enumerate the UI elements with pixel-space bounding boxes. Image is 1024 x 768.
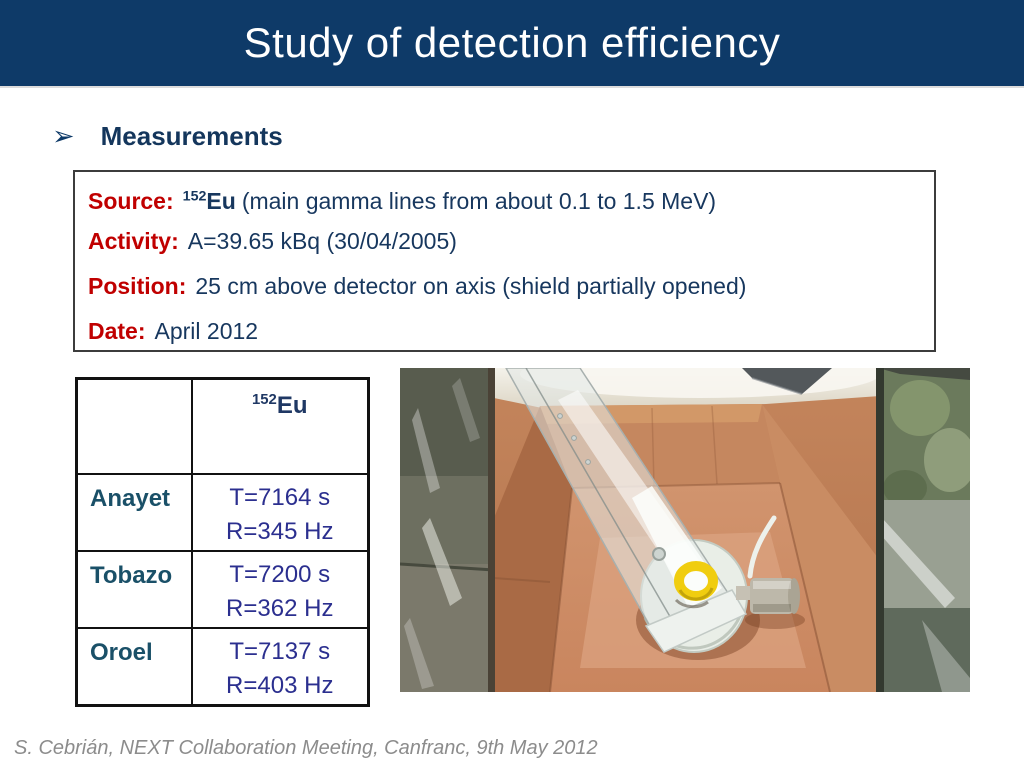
measurements-bullet-row: ➢ Measurements — [52, 116, 283, 156]
activity-label: Activity: — [88, 228, 179, 254]
copper-left-wall — [494, 406, 572, 692]
detector-values: T=7200 s R=362 Hz — [190, 549, 370, 629]
flange-hole — [652, 547, 666, 561]
white-cable — [747, 515, 777, 579]
measurements-table: 152Eu Anayet T=7164 s R=345 Hz Tobazo T=… — [75, 377, 370, 707]
shield-lid — [742, 368, 832, 394]
table-row-tobazo: Tobazo T=7200 s R=362 Hz — [75, 549, 370, 629]
info-line-position: Position: 25 cm above detector on axis (s… — [88, 264, 934, 309]
isotope-symbol: Eu — [206, 187, 236, 214]
detector-name: Anayet — [75, 472, 193, 552]
footer-credit: S. Cebrián, NEXT Collaboration Meeting, … — [14, 737, 598, 759]
slide-title-bar: Study of detection efficiency — [0, 0, 1024, 88]
lead-bricks-left — [400, 368, 495, 692]
info-line-source: Source: 152Eu (main gamma lines from about… — [88, 174, 934, 219]
isotope-mass: 152 — [182, 188, 207, 204]
date-label: Date: — [88, 318, 146, 344]
time-value: T=7164 s — [229, 483, 331, 511]
date-text: April 2012 — [154, 318, 259, 344]
measurement-info-box: Source: 152Eu (main gamma lines from about… — [73, 170, 936, 352]
detector-values: T=7164 s R=345 Hz — [190, 472, 370, 552]
source-text: (main gamma lines from about 0.1 to 1.5 … — [241, 187, 717, 214]
table-header-row: 152Eu — [75, 377, 370, 475]
position-text: 25 cm above detector on axis (shield par… — [195, 273, 747, 299]
arrow-bullet-icon: ➢ — [52, 120, 75, 151]
detector-name: Tobazo — [75, 549, 193, 629]
rate-value: R=345 Hz — [226, 517, 334, 545]
source-label: Source: — [88, 187, 174, 214]
rate-value: R=403 Hz — [226, 671, 334, 699]
info-line-date: Date: April 2012 — [88, 309, 934, 354]
rate-value: R=362 Hz — [226, 594, 334, 622]
table-row-oroel: Oroel T=7137 s R=403 Hz — [75, 626, 370, 706]
time-value: T=7137 s — [229, 637, 331, 665]
table-isotope-symbol: Eu — [276, 392, 308, 419]
source-holder-cylinder — [736, 578, 805, 629]
activity-text: A=39.65 kBq (30/04/2005) — [187, 228, 457, 254]
position-label: Position: — [88, 273, 187, 299]
time-value: T=7200 s — [229, 560, 331, 588]
table-isotope-mass: 152 — [252, 392, 277, 408]
acrylic-tube — [505, 368, 748, 653]
copper-right-wall — [762, 404, 878, 692]
experiment-photo — [400, 368, 970, 692]
info-line-activity: Activity: A=39.65 kBq (30/04/2005) — [88, 219, 934, 264]
table-header-empty-cell — [75, 377, 193, 475]
detector-name: Oroel — [75, 626, 193, 706]
plastic-foliage-right — [876, 368, 970, 692]
measurements-heading: Measurements — [100, 120, 283, 151]
table-header-isotope-cell: 152Eu — [190, 377, 370, 475]
slide-title: Study of detection efficiency — [243, 19, 781, 66]
table-row-anayet: Anayet T=7164 s R=345 Hz — [75, 472, 370, 552]
experiment-photo-graphic — [400, 368, 970, 692]
yellow-ring — [674, 561, 718, 609]
isotope-eu152: 152Eu — [183, 188, 236, 214]
detector-values: T=7137 s R=403 Hz — [190, 626, 370, 706]
